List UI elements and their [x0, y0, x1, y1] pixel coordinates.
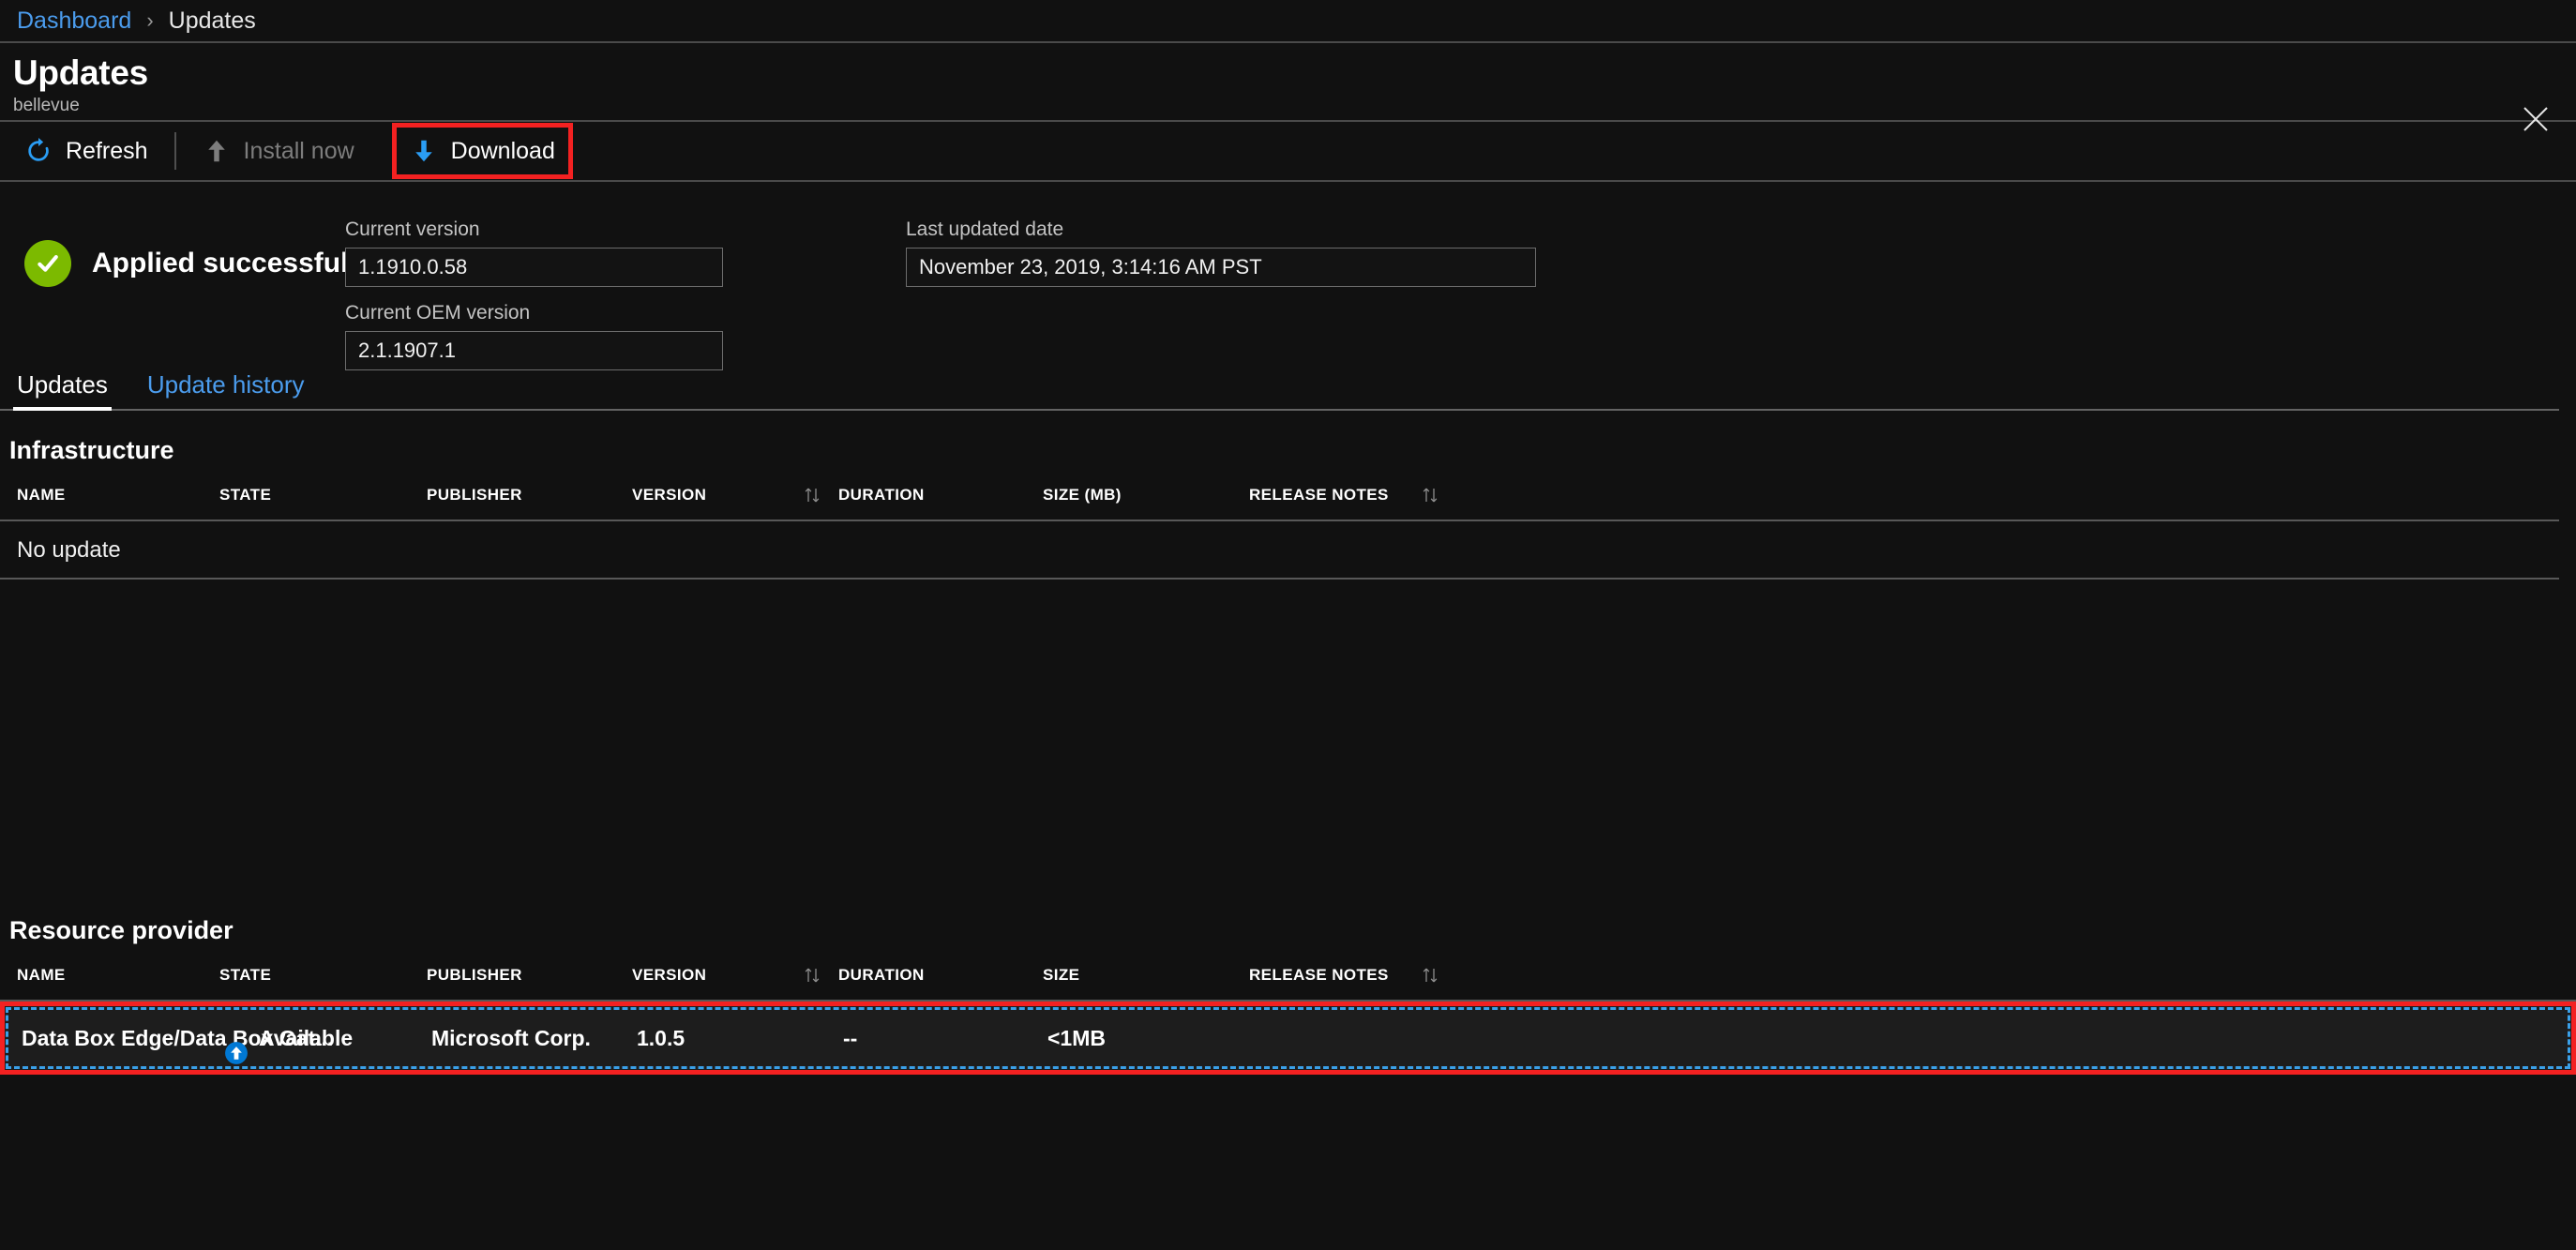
cell-size: <1MB [1047, 1026, 1106, 1050]
download-button[interactable]: Download [391, 123, 573, 179]
tab-update-history[interactable]: Update history [146, 370, 305, 399]
infrastructure-section: Infrastructure NAME STATE PUBLISHER VERS… [0, 411, 2576, 580]
column-header-size[interactable]: SIZE (MB) [1043, 486, 1122, 504]
infrastructure-section-title: Infrastructure [9, 436, 174, 464]
status-text: Applied successfully [92, 248, 372, 279]
current-version-value: 1.1910.0.58 [345, 248, 723, 287]
column-header-state[interactable]: STATE [219, 966, 272, 984]
column-header-release-notes[interactable]: RELEASE NOTES [1249, 486, 1389, 504]
column-header-version[interactable]: VERSION [632, 486, 707, 504]
breadcrumb-link-dashboard[interactable]: Dashboard [17, 7, 132, 34]
current-oem-version-value: 2.1.1907.1 [345, 331, 723, 370]
column-header-version[interactable]: VERSION [632, 966, 707, 984]
available-up-arrow-icon [224, 1026, 249, 1064]
command-toolbar: Refresh Install now Download [0, 122, 2576, 182]
column-header-name[interactable]: NAME [17, 966, 66, 984]
infrastructure-empty-row: No update [0, 521, 2559, 580]
download-label: Download [450, 137, 555, 164]
sort-icon-release-notes[interactable] [1422, 965, 1439, 986]
resource-provider-table-header: NAME STATE PUBLISHER VERSION DURATION SI… [0, 949, 2576, 1002]
blade-header: Updates bellevue [0, 43, 2576, 131]
status-badge: Applied successfully [0, 240, 375, 287]
cell-version: 1.0.5 [637, 1026, 685, 1050]
column-header-size[interactable]: SIZE [1043, 966, 1080, 984]
resource-provider-section: Resource provider NAME STATE PUBLISHER V… [0, 891, 2576, 1075]
refresh-icon [24, 137, 53, 165]
cell-publisher: Microsoft Corp. [431, 1026, 591, 1050]
infrastructure-table: NAME STATE PUBLISHER VERSION DURATION SI… [0, 469, 2559, 580]
close-icon[interactable] [2516, 99, 2555, 139]
row-focus-outline [6, 1007, 2570, 1069]
sort-icon-version[interactable] [804, 485, 821, 505]
success-check-icon [24, 240, 71, 287]
tab-updates[interactable]: Updates [13, 370, 112, 411]
cell-duration: -- [843, 1026, 858, 1050]
last-updated-date-value: November 23, 2019, 3:14:16 AM PST [906, 248, 1536, 287]
download-arrow-icon [410, 137, 438, 165]
sort-icon-release-notes[interactable] [1422, 485, 1439, 505]
refresh-label: Refresh [66, 137, 148, 164]
column-header-state[interactable]: STATE [219, 486, 272, 504]
column-header-name[interactable]: NAME [17, 486, 66, 504]
last-updated-date-label: Last updated date [906, 218, 1064, 240]
install-up-arrow-icon [203, 137, 231, 165]
version-fields-column: Current version 1.1910.0.58 Current OEM … [345, 218, 723, 384]
tab-bar: Updates Update history [0, 368, 2559, 411]
breadcrumb-current-updates: Updates [168, 7, 256, 34]
cell-state-label: Available [259, 1026, 354, 1050]
sort-icon-version[interactable] [804, 965, 821, 986]
column-header-duration[interactable]: DURATION [838, 486, 925, 504]
current-oem-version-label: Current OEM version [345, 302, 531, 324]
install-now-button[interactable]: Install now [186, 127, 371, 175]
column-header-publisher[interactable]: PUBLISHER [427, 486, 522, 504]
cell-name: Data Box Edge/Data Box Gat... [22, 1026, 334, 1050]
page-title: Updates [13, 53, 148, 92]
table-row[interactable]: Data Box Edge/Data Box Gat... Available … [0, 1002, 2576, 1075]
toolbar-divider [173, 132, 176, 170]
column-header-duration[interactable]: DURATION [838, 966, 925, 984]
refresh-button[interactable]: Refresh [8, 127, 165, 175]
status-version-panel: Applied successfully Current version 1.1… [0, 182, 2576, 370]
breadcrumb: Dashboard › Updates [0, 0, 2576, 43]
cell-state: Available [224, 1006, 353, 1070]
column-header-release-notes[interactable]: RELEASE NOTES [1249, 966, 1389, 984]
page-subtitle: bellevue [13, 96, 80, 115]
content-spacer [0, 580, 2576, 891]
breadcrumb-separator-icon: › [146, 8, 154, 32]
resource-provider-table: NAME STATE PUBLISHER VERSION DURATION SI… [0, 949, 2576, 1075]
last-updated-column: Last updated date November 23, 2019, 3:1… [906, 218, 1536, 301]
infrastructure-table-header: NAME STATE PUBLISHER VERSION DURATION SI… [0, 469, 2559, 521]
install-now-label: Install now [243, 137, 354, 164]
column-header-publisher[interactable]: PUBLISHER [427, 966, 522, 984]
resource-provider-section-title: Resource provider [9, 916, 233, 944]
current-version-label: Current version [345, 218, 480, 240]
